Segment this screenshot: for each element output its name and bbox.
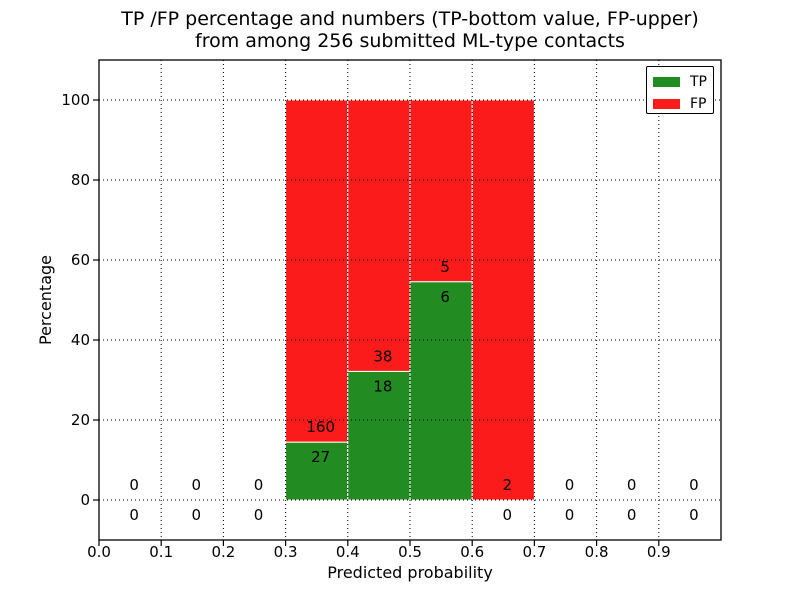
annotation-layer: 0 0 0 0 0 0 160 27 38 18 5 6 2 0 0 0 0 0 0 0 [129,258,698,524]
x-tick-label: 0.0 [87,543,111,561]
bar-fp-0.6-0.7 [471,99,535,501]
y-tick-label: 80 [71,171,90,189]
x-tick-label: 0.9 [647,543,671,561]
fp-count-label: 160 [306,418,335,436]
fp-count-label: 0 [689,476,699,494]
legend-item-tp: TP [653,74,713,89]
fp-count-label: 5 [440,258,450,276]
legend-swatch-fp-icon [653,98,680,109]
y-tick-label: 0 [80,491,90,509]
fp-count-label: 0 [254,476,264,494]
tp-count-label: 0 [627,506,637,524]
bar-tp-0.4-0.5 [347,370,411,501]
legend-item-fp: FP [653,96,713,111]
chart-title-line1: TP /FP percentage and numbers (TP-bottom… [121,8,699,30]
tp-count-label: 0 [192,506,202,524]
x-tick-label: 0.1 [149,543,173,561]
tp-count-label: 0 [689,506,699,524]
fp-count-label: 2 [503,476,513,494]
tp-count-label: 0 [503,506,513,524]
x-tick-label: 0.5 [398,543,422,561]
x-tick-label: 0.3 [274,543,298,561]
bar-fp-0.4-0.5 [347,99,411,372]
bar-fp-0.5-0.6 [409,99,473,283]
fp-count-label: 0 [129,476,139,494]
x-tick-label: 0.8 [585,543,609,561]
tp-count-label: 0 [565,506,575,524]
x-tick-label: 0.7 [522,543,546,561]
axes-layer: 0.0 0.1 0.2 0.3 0.4 0.5 0.6 0.7 0.8 0.90204060801… [61,91,670,561]
chart-title-line2: from among 256 submitted ML-type contact… [195,30,625,52]
y-tick-label: 60 [71,251,90,269]
tp-count-label: 18 [373,377,392,395]
y-tick-label: 40 [71,331,90,349]
legend-label-fp: FP [690,95,707,112]
plot-border [98,59,722,541]
x-axis-label: Predicted probability [327,563,493,582]
fp-count-label: 38 [373,347,392,365]
x-tick-label: 0.2 [211,543,235,561]
tp-count-label: 0 [254,506,264,524]
y-tick-label: 20 [71,411,90,429]
tp-count-label: 6 [440,288,450,306]
bar-fp-0.3-0.4 [285,99,349,443]
y-axis-label: Percentage [36,255,55,345]
chart-title: TP /FP percentage and numbers (TP-bottom… [99,8,721,52]
bars-layer [285,99,535,501]
tp-count-label: 0 [129,506,139,524]
fp-count-label: 0 [192,476,202,494]
fp-count-label: 0 [627,476,637,494]
legend-swatch-tp-icon [653,76,680,87]
x-tick-label: 0.4 [336,543,360,561]
legend-label-tp: TP [690,73,707,90]
bar-tp-0.5-0.6 [409,281,473,501]
grid-layer [99,60,721,540]
y-tick-label: 100 [61,91,90,109]
fp-count-label: 0 [565,476,575,494]
legend: TP FP [646,66,714,114]
tp-count-label: 27 [311,448,330,466]
x-tick-label: 0.6 [460,543,484,561]
